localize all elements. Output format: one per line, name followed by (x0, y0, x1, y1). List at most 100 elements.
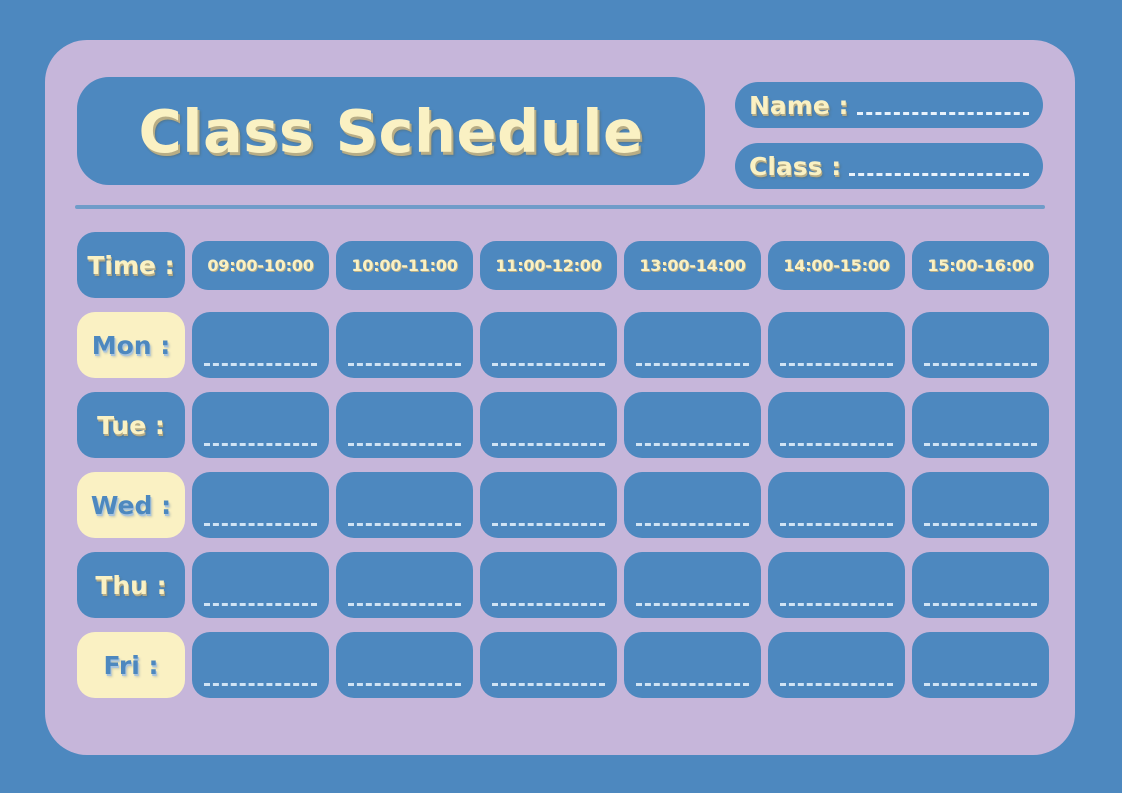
entry-wed-1[interactable] (192, 472, 329, 538)
writing-line (348, 603, 461, 606)
writing-line (492, 363, 605, 366)
entry-mon-5[interactable] (768, 312, 905, 378)
entry-wed-6[interactable] (912, 472, 1049, 538)
writing-line (348, 363, 461, 366)
time-slot-label: 13:00-14:00 (639, 255, 746, 275)
page-title: Class Schedule (138, 96, 644, 166)
writing-line (204, 443, 317, 446)
entry-tue-6[interactable] (912, 392, 1049, 458)
writing-line (204, 363, 317, 366)
entry-tue-2[interactable] (336, 392, 473, 458)
entry-fri-1[interactable] (192, 632, 329, 698)
table-row: Tue : (77, 392, 1049, 458)
entry-thu-1[interactable] (192, 552, 329, 618)
writing-line (780, 523, 893, 526)
writing-line (492, 683, 605, 686)
table-header-row: Time : 09:00-10:00 10:00-11:00 11:00-12:… (77, 232, 1049, 298)
day-label-tue: Tue : (77, 392, 185, 458)
writing-line (924, 603, 1037, 606)
time-slot-label: 09:00-10:00 (207, 255, 314, 275)
writing-line (924, 523, 1037, 526)
entry-wed-4[interactable] (624, 472, 761, 538)
name-field-label: Name : (749, 90, 849, 120)
time-slot-header: 10:00-11:00 (336, 240, 473, 290)
day-label-text: Fri : (103, 650, 159, 680)
entry-thu-4[interactable] (624, 552, 761, 618)
entry-fri-4[interactable] (624, 632, 761, 698)
day-label-text: Mon : (91, 330, 171, 360)
entry-mon-4[interactable] (624, 312, 761, 378)
schedule-card: Class Schedule Name : Class : Time : 09:… (45, 40, 1075, 755)
title-banner: Class Schedule (77, 77, 705, 185)
table-row: Mon : (77, 312, 1049, 378)
writing-line (780, 443, 893, 446)
entry-mon-3[interactable] (480, 312, 617, 378)
entry-tue-1[interactable] (192, 392, 329, 458)
time-slot-header: 09:00-10:00 (192, 240, 329, 290)
day-label-wed: Wed : (77, 472, 185, 538)
table-row: Wed : (77, 472, 1049, 538)
writing-line (348, 683, 461, 686)
entry-wed-2[interactable] (336, 472, 473, 538)
writing-line (924, 443, 1037, 446)
writing-line (492, 523, 605, 526)
entry-mon-1[interactable] (192, 312, 329, 378)
time-slot-header: 14:00-15:00 (768, 240, 905, 290)
time-slot-header: 11:00-12:00 (480, 240, 617, 290)
name-field[interactable]: Name : (735, 82, 1043, 128)
writing-line (636, 363, 749, 366)
entry-tue-5[interactable] (768, 392, 905, 458)
entry-fri-3[interactable] (480, 632, 617, 698)
writing-line (204, 603, 317, 606)
entry-fri-6[interactable] (912, 632, 1049, 698)
writing-line (204, 523, 317, 526)
class-field-input[interactable] (849, 172, 1029, 176)
writing-line (636, 443, 749, 446)
time-slot-label: 15:00-16:00 (927, 255, 1034, 275)
class-field[interactable]: Class : (735, 143, 1043, 189)
day-label-thu: Thu : (77, 552, 185, 618)
day-label-mon: Mon : (77, 312, 185, 378)
time-column-header-label: Time : (87, 250, 175, 280)
time-slot-header: 15:00-16:00 (912, 240, 1049, 290)
table-row: Thu : (77, 552, 1049, 618)
time-column-header: Time : (77, 232, 185, 298)
entry-thu-6[interactable] (912, 552, 1049, 618)
day-label-text: Wed : (90, 490, 172, 520)
entry-thu-3[interactable] (480, 552, 617, 618)
name-field-input[interactable] (856, 111, 1029, 115)
time-slot-label: 11:00-12:00 (495, 255, 602, 275)
writing-line (348, 443, 461, 446)
writing-line (924, 363, 1037, 366)
entry-fri-5[interactable] (768, 632, 905, 698)
day-label-text: Tue : (97, 410, 165, 440)
writing-line (636, 683, 749, 686)
entry-mon-2[interactable] (336, 312, 473, 378)
writing-line (204, 683, 317, 686)
day-label-fri: Fri : (77, 632, 185, 698)
entry-tue-3[interactable] (480, 392, 617, 458)
entry-fri-2[interactable] (336, 632, 473, 698)
schedule-grid: Time : 09:00-10:00 10:00-11:00 11:00-12:… (77, 232, 1049, 698)
entry-tue-4[interactable] (624, 392, 761, 458)
time-slot-label: 10:00-11:00 (351, 255, 458, 275)
header-divider (75, 205, 1045, 209)
writing-line (780, 363, 893, 366)
entry-mon-6[interactable] (912, 312, 1049, 378)
entry-wed-5[interactable] (768, 472, 905, 538)
time-slot-label: 14:00-15:00 (783, 255, 890, 275)
entry-thu-2[interactable] (336, 552, 473, 618)
writing-line (780, 603, 893, 606)
table-row: Fri : (77, 632, 1049, 698)
time-slot-header: 13:00-14:00 (624, 240, 761, 290)
writing-line (492, 443, 605, 446)
writing-line (636, 523, 749, 526)
writing-line (924, 683, 1037, 686)
writing-line (492, 603, 605, 606)
entry-wed-3[interactable] (480, 472, 617, 538)
class-field-label: Class : (749, 151, 842, 181)
entry-thu-5[interactable] (768, 552, 905, 618)
writing-line (348, 523, 461, 526)
writing-line (780, 683, 893, 686)
